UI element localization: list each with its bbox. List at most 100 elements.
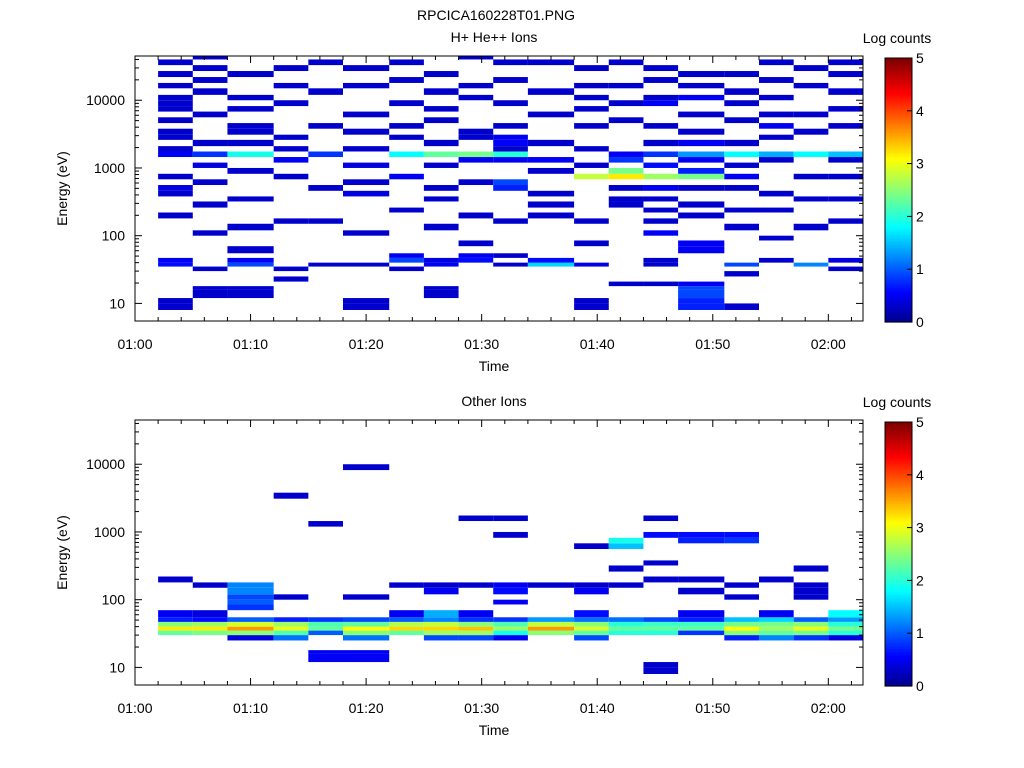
heatmap-cell (308, 88, 343, 95)
colorbar-step (885, 470, 912, 474)
colorbar-step (885, 516, 912, 520)
heatmap-cell (227, 94, 274, 101)
colorbar-step (885, 88, 912, 92)
heatmap-cell (678, 71, 725, 78)
colorbar-step (885, 455, 912, 458)
heatmap-cell (389, 582, 424, 588)
heatmap-cell (308, 621, 343, 627)
heatmap-cell (493, 262, 528, 267)
colorbar-step (885, 293, 912, 297)
colorbar-step (885, 510, 912, 513)
colorbar-step (885, 598, 912, 601)
colorbar-step (885, 198, 912, 202)
heatmap-cell (458, 515, 494, 522)
colorbar-step (885, 580, 912, 584)
heatmap-cell (493, 515, 528, 522)
heatmap-cell (158, 185, 193, 191)
heatmap-cell (493, 157, 528, 163)
heatmap-cell (158, 190, 193, 197)
heatmap-cell (724, 630, 759, 636)
heatmap-cell (273, 157, 309, 163)
colorbar-step (885, 234, 912, 237)
heatmap-cell (678, 626, 725, 631)
heatmap-cell (192, 65, 228, 72)
heatmap-cell (227, 635, 274, 641)
heatmap-cell (389, 617, 424, 622)
heatmap-cell (574, 146, 609, 152)
heatmap-cell (227, 599, 274, 605)
y-tick-label: 1000 (94, 524, 125, 540)
colorbar-tick-label: 3 (916, 520, 924, 536)
heatmap-cell (227, 257, 274, 263)
colorbar-step (885, 556, 912, 559)
heatmap-cell (423, 587, 459, 595)
colorbar-step (885, 452, 912, 456)
heatmap-cell (227, 626, 274, 631)
heatmap-cell (574, 298, 609, 304)
heatmap-cell (527, 167, 575, 174)
colorbar-step (885, 646, 912, 650)
heatmap-cell (527, 212, 575, 219)
colorbar-step (885, 135, 912, 138)
colorbar-step (885, 538, 912, 542)
heatmap-cell (793, 82, 829, 89)
colorbar-step (885, 650, 912, 654)
heatmap-cell (493, 134, 528, 140)
heatmap-cell (458, 582, 494, 588)
heatmap-cell (793, 565, 829, 572)
colorbar-step (885, 514, 912, 518)
colorbar-step (885, 218, 912, 222)
x-tick-label: 01:40 (580, 700, 615, 716)
heatmap-cell (643, 667, 679, 674)
heatmap-cell (574, 621, 609, 627)
y-tick-label: 1000 (94, 160, 125, 176)
heatmap-cell (343, 617, 390, 622)
colorbar-step (885, 139, 912, 143)
heatmap-cell (493, 151, 528, 158)
heatmap-cell (227, 587, 274, 595)
colorbar-step (885, 214, 912, 217)
heatmap-cell (192, 88, 228, 95)
colorbar-step (885, 317, 912, 321)
heatmap-cell (828, 635, 863, 641)
heatmap-cell (343, 650, 390, 654)
heatmap-cell (759, 94, 794, 101)
colorbar-step (885, 282, 912, 286)
heatmap-cell (678, 286, 725, 290)
heatmap-cell (643, 230, 679, 236)
colorbar-step (885, 679, 912, 683)
x-tick-label: 01:40 (580, 336, 615, 352)
heatmap-cell (608, 151, 644, 158)
heatmap-cell (759, 257, 794, 263)
colorbar-step (885, 152, 912, 156)
heatmap-cell (527, 201, 575, 208)
heatmap-cell (458, 82, 494, 89)
heatmap-cell (759, 630, 794, 636)
heatmap-cell (158, 298, 193, 304)
colorbar-step (885, 86, 912, 90)
heatmap-cell (574, 123, 609, 129)
colorbar-step (885, 474, 912, 478)
colorbar-step (885, 589, 912, 592)
colorbar-step (885, 130, 912, 134)
heatmap-cell (793, 65, 829, 72)
colorbar-step (885, 501, 912, 504)
heatmap-cell (493, 179, 528, 186)
colorbar-step (885, 670, 912, 674)
heatmap-cell (759, 134, 794, 140)
heatmap-cell (493, 599, 528, 605)
colorbar-step (885, 179, 912, 182)
colorbar-step (885, 165, 912, 169)
colorbar-step (885, 225, 912, 228)
heatmap-cell (527, 626, 575, 631)
heatmap-cell (643, 531, 679, 538)
colorbar-step (885, 648, 912, 652)
colorbar-step (885, 549, 912, 553)
heatmap-cell (643, 630, 679, 636)
colorbar-step (885, 308, 912, 312)
heatmap-cell (227, 286, 274, 290)
colorbar-step (885, 620, 912, 623)
heatmap-cell (793, 587, 829, 595)
heatmap-cell (192, 139, 228, 147)
heatmap-cell (793, 173, 829, 180)
